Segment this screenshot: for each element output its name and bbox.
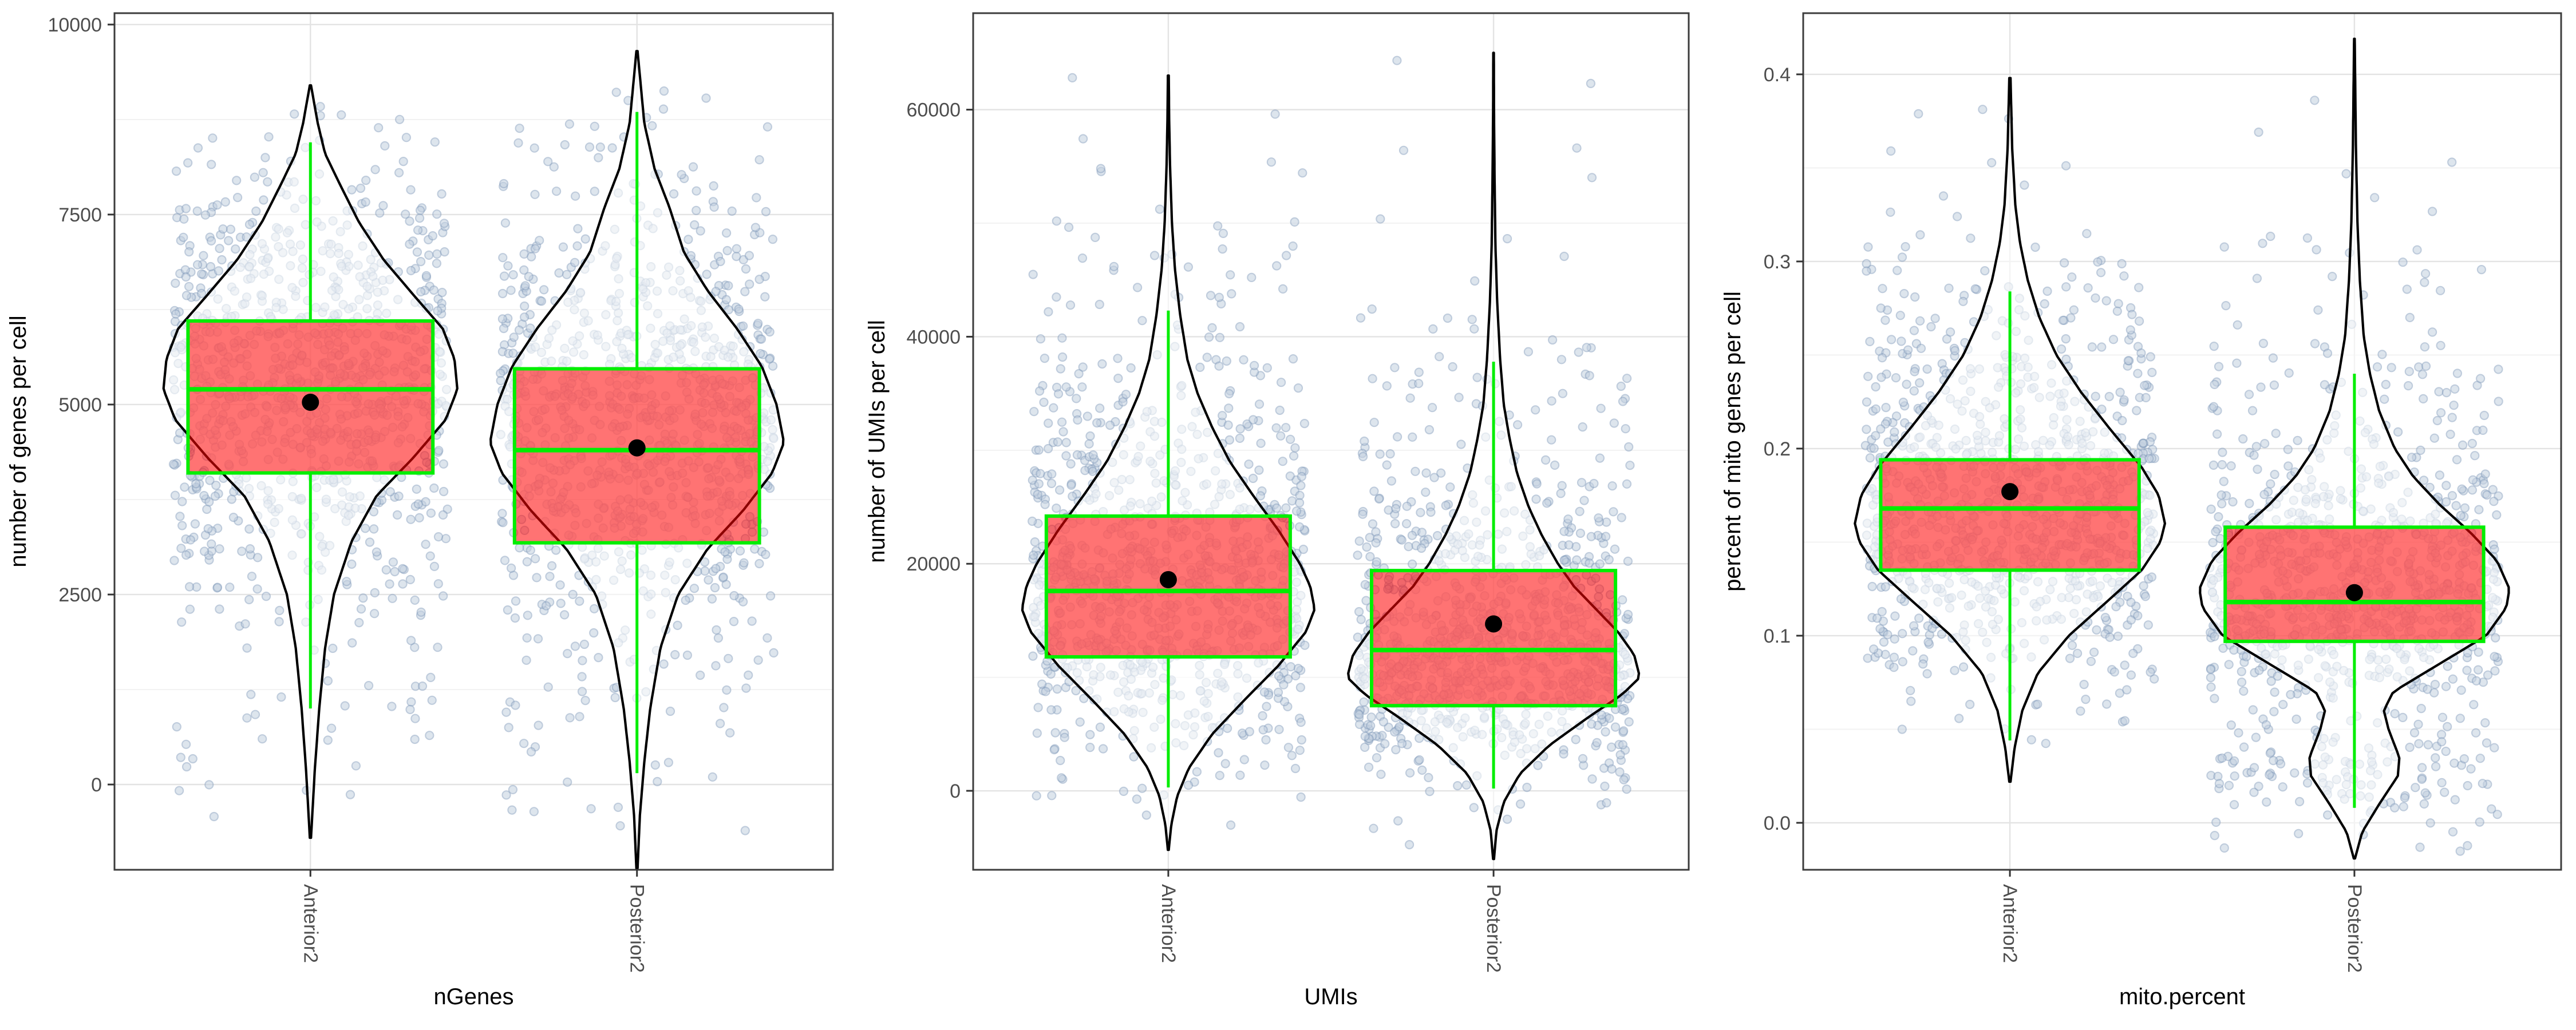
mean-dot-Anterior2 <box>302 394 319 411</box>
box-Posterior2 <box>1370 569 1618 708</box>
mean-dot-Anterior2 <box>1159 571 1177 588</box>
panel-border <box>972 12 1690 871</box>
chart-svg-mito.percent: 0.0 0.1 0.2 0.3 0.4 Anterior2 Posterior2 mito.p… <box>1720 12 2562 1009</box>
x-category-label: Posterior2 <box>1483 884 1504 973</box>
y-tick-label: 0 <box>950 781 961 802</box>
box-Anterior2 <box>1879 458 2141 572</box>
mean-dot-Posterior2 <box>628 439 646 457</box>
y-tick-label: 0.0 <box>1764 813 1791 834</box>
y-axis-title: number of UMIs per cell <box>864 320 890 563</box>
y-tick-label: 20000 <box>906 553 961 575</box>
chart-svg-UMIs: 0 20000 40000 60000 Anterior2 Posterior2 UMIs n… <box>864 12 1690 1009</box>
y-tick-label: 0.1 <box>1764 625 1791 647</box>
y-tick-label: 0.4 <box>1764 64 1791 86</box>
x-axis-title: UMIs <box>1304 984 1357 1009</box>
y-axis-title: number of genes per cell <box>6 315 31 567</box>
chart-svg-nGenes: 0 2500 5000 7500 10000 Anterior2 Posterior2 nGe… <box>6 12 834 1009</box>
y-tick-label: 0.3 <box>1764 251 1791 273</box>
mean-dot-Posterior2 <box>2345 584 2363 601</box>
x-category-label: Posterior2 <box>626 884 648 973</box>
y-tick-label: 60000 <box>906 100 961 121</box>
y-tick-label: 2500 <box>58 584 102 606</box>
box-Posterior2 <box>512 367 761 545</box>
panel-border <box>1802 12 2562 871</box>
mean-dot-Anterior2 <box>2001 483 2019 501</box>
y-tick-label: 40000 <box>906 326 961 348</box>
x-category-label: Anterior2 <box>299 884 321 963</box>
x-category-label: Anterior2 <box>1157 884 1179 963</box>
figure-ngenes: 0 2500 5000 7500 10000 Anterior2 Posterior2 nGe… <box>0 0 859 1030</box>
figure-mito-percent: 0.0 0.1 0.2 0.3 0.4 Anterior2 Posterior2 mito.p… <box>1717 0 2576 1030</box>
y-tick-label: 7500 <box>58 204 102 226</box>
y-tick-label: 10000 <box>48 14 102 36</box>
x-category-label: Anterior2 <box>1999 884 2021 963</box>
x-axis-title: mito.percent <box>2119 984 2245 1009</box>
x-category-label: Posterior2 <box>2344 884 2365 973</box>
figure-umis: 0 20000 40000 60000 Anterior2 Posterior2 UMIs n… <box>859 0 1717 1030</box>
panel-border <box>113 12 834 871</box>
y-tick-label: 5000 <box>58 394 102 416</box>
x-axis-title: nGenes <box>433 984 513 1009</box>
y-axis-title: percent of mito genes per cell <box>1720 291 1745 592</box>
mean-dot-Posterior2 <box>1485 615 1503 633</box>
y-tick-label: 0 <box>91 774 102 796</box>
y-tick-label: 0.2 <box>1764 438 1791 460</box>
